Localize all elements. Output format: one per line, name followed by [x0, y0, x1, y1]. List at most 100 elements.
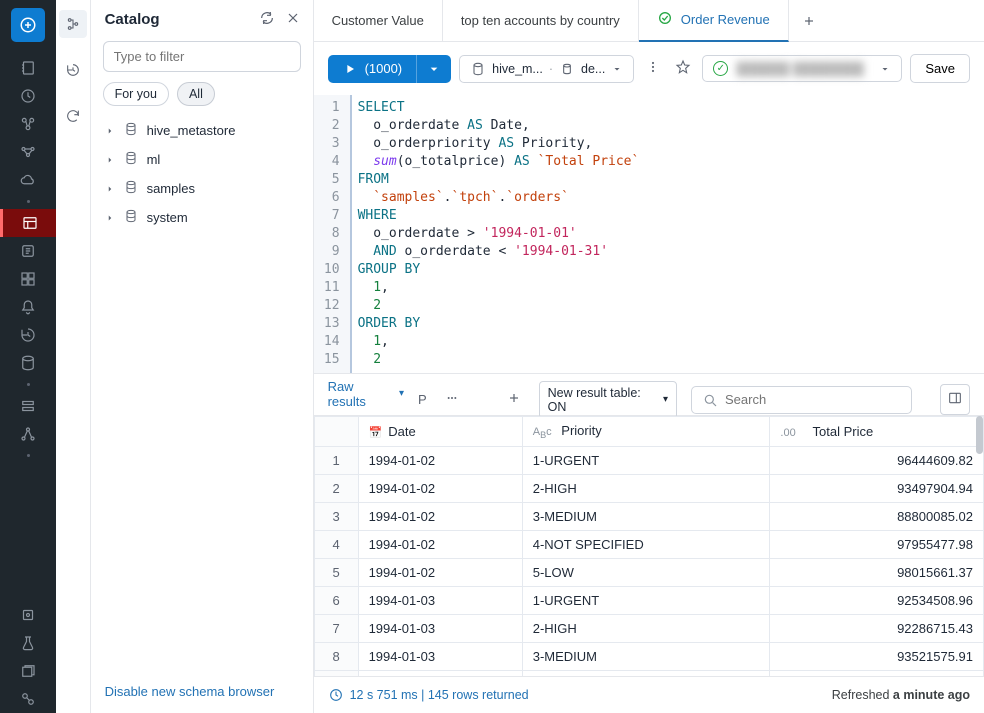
refresh-icon[interactable]: [259, 10, 275, 29]
pill-all[interactable]: All: [177, 82, 215, 106]
cell-date: 1994-01-03: [358, 643, 522, 671]
db-name-2: de...: [581, 62, 605, 76]
queries-icon[interactable]: [0, 237, 56, 265]
result-table-toggle[interactable]: New result table: ON ▾: [539, 381, 677, 419]
cell-priority: 3-MEDIUM: [522, 503, 770, 531]
table-row[interactable]: 71994-01-032-HIGH92286715.43: [314, 615, 983, 643]
cloud-icon[interactable]: [0, 166, 56, 194]
chevron-right-icon: [105, 213, 115, 223]
results-tab-raw[interactable]: Raw results ▾: [328, 379, 404, 421]
row-number: 6: [314, 587, 358, 615]
dashboards-icon[interactable]: [0, 265, 56, 293]
col-total[interactable]: .00 Total Price: [770, 417, 984, 447]
sql-editor[interactable]: 123456789101112131415 SELECT o_orderdate…: [314, 95, 984, 374]
decimal-icon: .00: [780, 427, 795, 439]
tree-item[interactable]: hive_metastore: [99, 116, 305, 145]
pill-for-you[interactable]: For you: [103, 82, 169, 106]
database-picker[interactable]: hive_m... · de...: [459, 55, 634, 83]
marketplace-icon[interactable]: [0, 685, 56, 713]
catalog-filter-input[interactable]: [103, 41, 301, 72]
disable-schema-browser-link[interactable]: Disable new schema browser: [105, 684, 275, 699]
col-priority[interactable]: ABc Priority: [522, 417, 770, 447]
cell-priority: 4-NOT SPECIFIED: [522, 531, 770, 559]
cell-total: 92286715.43: [770, 615, 984, 643]
row-number: 4: [314, 531, 358, 559]
pipelines-icon[interactable]: [0, 138, 56, 166]
clock-icon: [328, 687, 344, 703]
cell-date: 1994-01-03: [358, 615, 522, 643]
table-row[interactable]: 51994-01-025-LOW98015661.37: [314, 559, 983, 587]
tree-item[interactable]: samples: [99, 174, 305, 203]
schema-browser-icon[interactable]: [59, 10, 87, 38]
db-name-1: hive_m...: [492, 62, 543, 76]
stack-icon[interactable]: [0, 657, 56, 685]
refresh-panel-icon[interactable]: [59, 102, 87, 130]
table-row[interactable]: 81994-01-033-MEDIUM93521575.91: [314, 643, 983, 671]
tree-item-label: hive_metastore: [147, 123, 236, 138]
tree-item[interactable]: system: [99, 203, 305, 232]
kebab-menu-icon[interactable]: [642, 56, 664, 81]
data-icon[interactable]: [0, 392, 56, 420]
cell-priority: 5-LOW: [522, 559, 770, 587]
cell-total: 93521575.91: [770, 643, 984, 671]
experiments-icon[interactable]: [0, 420, 56, 448]
table-row[interactable]: 61994-01-031-URGENT92534508.96: [314, 587, 983, 615]
chevron-right-icon: [105, 126, 115, 136]
results-table: 📅Date ABc Priority .00 Total Price 11994…: [314, 416, 984, 676]
row-number: 7: [314, 615, 358, 643]
cell-priority: 1-URGENT: [522, 587, 770, 615]
add-tab-button[interactable]: [789, 13, 829, 29]
results-table-wrap: 📅Date ABc Priority .00 Total Price 11994…: [314, 416, 984, 676]
results-search[interactable]: [691, 386, 912, 414]
cell-total: 92534508.96: [770, 587, 984, 615]
warehouses-icon[interactable]: [0, 349, 56, 377]
run-button[interactable]: (1000): [328, 55, 417, 83]
table-row[interactable]: 41994-01-024-NOT SPECIFIED97955477.98: [314, 531, 983, 559]
compute-icon[interactable]: [0, 601, 56, 629]
tree-item-label: samples: [147, 181, 195, 196]
catalog-panel: Catalog For you All hive_metastoreml samp…: [91, 0, 314, 713]
col-rownum[interactable]: [314, 417, 358, 447]
beaker-icon[interactable]: [0, 629, 56, 657]
editor-tab[interactable]: Order Revenue: [639, 0, 789, 42]
alerts-icon[interactable]: [0, 293, 56, 321]
run-dropdown-button[interactable]: [416, 55, 451, 83]
scrollbar[interactable]: [976, 416, 983, 454]
results-search-input[interactable]: [725, 392, 901, 407]
star-icon[interactable]: [672, 56, 694, 81]
workflows-icon[interactable]: [0, 110, 56, 138]
string-icon: ABc: [533, 426, 552, 438]
editor-tab[interactable]: Customer Value: [314, 0, 443, 42]
table-row[interactable]: 31994-01-023-MEDIUM88800085.02: [314, 503, 983, 531]
catalog-title: Catalog: [105, 11, 259, 28]
more-icon[interactable]: [441, 387, 463, 412]
recents-icon[interactable]: [0, 82, 56, 110]
database-icon: [123, 208, 139, 227]
panel-toggle-icon[interactable]: [940, 384, 970, 415]
chevron-right-icon: [105, 155, 115, 165]
compute-picker[interactable]: ✓ ██████ ████████: [702, 55, 902, 82]
new-button[interactable]: [11, 8, 45, 42]
tree-item[interactable]: ml: [99, 145, 305, 174]
notebook-icon[interactable]: [0, 54, 56, 82]
col-date[interactable]: 📅Date: [358, 417, 522, 447]
history-icon[interactable]: [0, 321, 56, 349]
cell-date: 1994-01-02: [358, 475, 522, 503]
add-result-icon[interactable]: [503, 387, 525, 412]
row-number: 2: [314, 475, 358, 503]
sql-editor-icon[interactable]: [0, 209, 56, 237]
line-gutter: 123456789101112131415: [314, 95, 350, 373]
table-row[interactable]: 11994-01-021-URGENT96444609.82: [314, 447, 983, 475]
table-row[interactable]: 21994-01-022-HIGH93497904.94: [314, 475, 983, 503]
cell-total: 87568531.46: [770, 671, 984, 676]
table-row[interactable]: 91994-01-034-NOT SPECIFIED87568531.46: [314, 671, 983, 676]
refreshed-text: Refreshed a minute ago: [832, 688, 970, 702]
editor-tab[interactable]: top ten accounts by country: [443, 0, 639, 42]
code-area[interactable]: SELECT o_orderdate AS Date, o_orderprior…: [350, 95, 984, 373]
cell-priority: 2-HIGH: [522, 475, 770, 503]
save-button[interactable]: Save: [910, 54, 970, 83]
editor-tabs: Customer Valuetop ten accounts by countr…: [314, 0, 984, 42]
close-icon[interactable]: [285, 10, 301, 29]
history-panel-icon[interactable]: [59, 56, 87, 84]
cell-priority: 3-MEDIUM: [522, 643, 770, 671]
